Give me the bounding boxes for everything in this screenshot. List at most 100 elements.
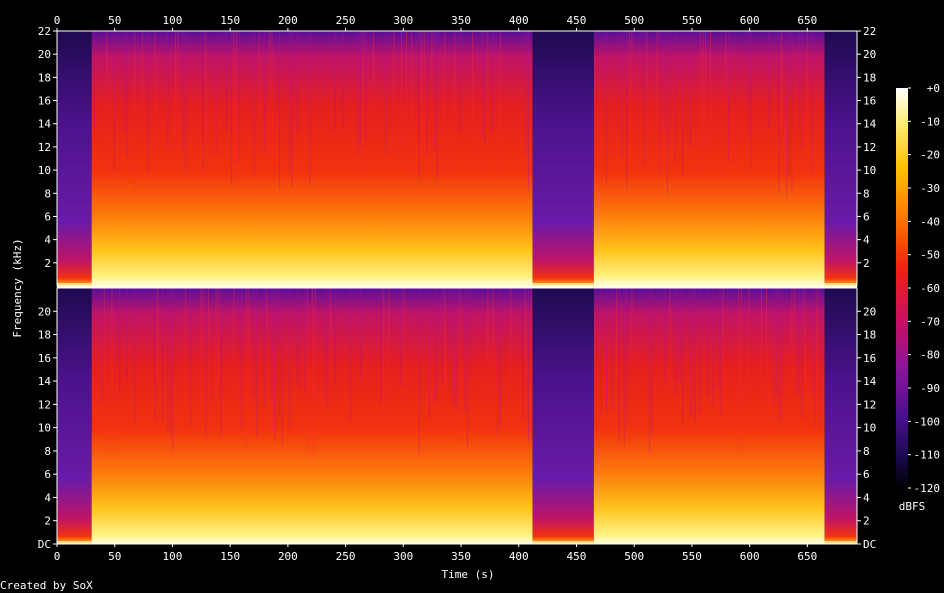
y-tick-label-right: 18	[863, 329, 876, 342]
y-tick-label-right: 16	[863, 352, 876, 365]
channel-2-panel	[57, 288, 857, 544]
x-tick-label-top: 600	[740, 14, 760, 27]
colorbar-tick-label: -90	[920, 382, 940, 395]
x-tick-label-bottom: 0	[54, 550, 61, 563]
y-tick-label-left: 8	[44, 187, 51, 200]
colorbar-tick-label: -50	[920, 249, 940, 262]
x-tick-label-top: 50	[108, 14, 121, 27]
x-tick-label-top: 400	[509, 14, 529, 27]
x-tick-label-top: 150	[220, 14, 240, 27]
colorbar-tick-label: -40	[920, 215, 940, 228]
y-tick-label-left: 10	[38, 422, 51, 435]
y-tick-label-left: 12	[38, 141, 51, 154]
y-tick-label-left: 2	[44, 515, 51, 528]
x-tick-label-bottom: 50	[108, 550, 121, 563]
x-tick-label-top: 650	[797, 14, 817, 27]
y-tick-label-left: 20	[38, 48, 51, 61]
channel-2-segment-4	[593, 288, 825, 544]
channel-1-segment-4	[593, 31, 825, 286]
x-tick-label-bottom: 650	[797, 550, 817, 563]
y-tick-label-right: 2	[863, 515, 870, 528]
channel-2-segment-1	[57, 288, 92, 544]
x-tick-label-bottom: 500	[624, 550, 644, 563]
channel-1-segment-5	[824, 31, 857, 286]
colorbar-tick-label: -80	[920, 349, 940, 362]
y-tick-label-right: 10	[863, 422, 876, 435]
y-tick-label-left: 10	[38, 164, 51, 177]
y-tick-label-left: 22	[38, 25, 51, 38]
colorbar-tick-label: -110	[914, 449, 941, 462]
panel-frame-1	[56, 30, 858, 287]
x-tick-label-top: 0	[54, 14, 61, 27]
y-tick-label-right: 20	[863, 305, 876, 318]
x-tick-label-bottom: 350	[451, 550, 471, 563]
y-tick-label-right: 16	[863, 95, 876, 108]
colorbar-label: dBFS	[899, 500, 926, 513]
y-tick-label-left: 12	[38, 398, 51, 411]
colorbar-tick-label: -70	[920, 315, 940, 328]
channel-2-segment-2	[91, 288, 533, 544]
y-tick-label-left: 6	[44, 210, 51, 223]
y-tick-label-left: 14	[38, 118, 52, 131]
x-tick-label-bottom: 150	[220, 550, 240, 563]
x-tick-label-bottom: 450	[567, 550, 587, 563]
channel-2-segment-3	[532, 288, 594, 544]
x-tick-label-top: 450	[567, 14, 587, 27]
y-tick-label-right: 4	[863, 491, 870, 504]
x-tick-label-bottom: 300	[393, 550, 413, 563]
x-tick-label-top: 100	[163, 14, 183, 27]
x-axis-label: Time (s)	[442, 568, 495, 581]
y-tick-label-left: 16	[38, 352, 51, 365]
x-tick-label-top: 500	[624, 14, 644, 27]
y-tick-label-right: 22	[863, 25, 876, 38]
y-tick-label-right: 10	[863, 164, 876, 177]
y-tick-label-right: DC	[863, 538, 876, 551]
y-tick-label-left: DC	[38, 538, 51, 551]
y-tick-label-left: 4	[44, 491, 51, 504]
x-tick-label-bottom: 550	[682, 550, 702, 563]
y-tick-label-right: 8	[863, 445, 870, 458]
channel-1-segment-1	[57, 31, 92, 286]
y-tick-label-right: 18	[863, 71, 876, 84]
y-tick-label-left: 16	[38, 95, 51, 108]
y-tick-label-right: 12	[863, 141, 876, 154]
colorbar-tick-label: -120	[914, 482, 941, 495]
channel-1-panel	[57, 31, 857, 286]
y-tick-label-right: 14	[863, 375, 877, 388]
colorbar-tick-label: -20	[920, 149, 940, 162]
colorbar-tick-label: -60	[920, 282, 940, 295]
colorbar-tick-label: -10	[920, 115, 940, 128]
colorbar-tick-label: +0	[927, 82, 940, 95]
y-tick-label-left: 4	[44, 234, 51, 247]
channel-2-segment-5	[824, 288, 857, 544]
x-tick-label-bottom: 250	[336, 550, 356, 563]
y-tick-label-right: 2	[863, 257, 870, 270]
dc-band	[57, 283, 857, 286]
x-tick-label-top: 350	[451, 14, 471, 27]
x-tick-label-bottom: 400	[509, 550, 529, 563]
channel-1-segment-3	[532, 31, 594, 286]
colorbar	[896, 88, 908, 488]
dc-band	[57, 541, 857, 544]
y-tick-label-left: 8	[44, 445, 51, 458]
y-tick-label-left: 18	[38, 71, 51, 84]
credit-text: Created by SoX	[0, 579, 93, 592]
y-tick-label-left: 20	[38, 305, 51, 318]
channel-separator	[57, 286, 857, 288]
x-tick-label-top: 300	[393, 14, 413, 27]
y-tick-label-left: 14	[38, 375, 52, 388]
x-tick-label-top: 200	[278, 14, 298, 27]
x-tick-label-top: 250	[336, 14, 356, 27]
y-tick-label-right: 8	[863, 187, 870, 200]
colorbar-tick-label: -30	[920, 182, 940, 195]
y-tick-label-right: 4	[863, 234, 870, 247]
y-tick-label-right: 14	[863, 118, 877, 131]
panel-frame-2	[56, 287, 858, 545]
y-tick-label-right: 20	[863, 48, 876, 61]
y-tick-label-right: 12	[863, 398, 876, 411]
colorbar-tick-label: -100	[914, 415, 941, 428]
y-tick-label-right: 6	[863, 468, 870, 481]
x-tick-label-bottom: 100	[163, 550, 183, 563]
y-tick-label-left: 6	[44, 468, 51, 481]
